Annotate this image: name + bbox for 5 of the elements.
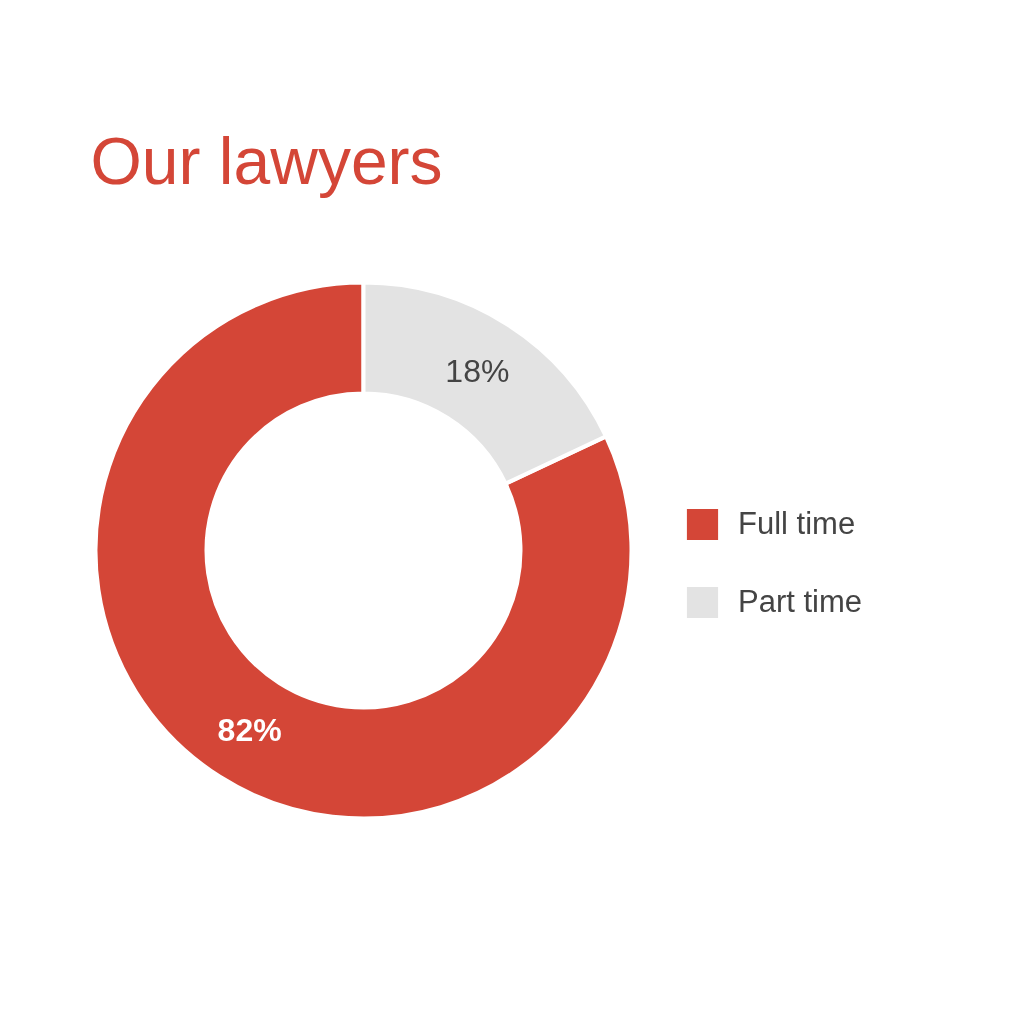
chart-title: Our lawyers [90, 123, 443, 198]
data-label: 18% [445, 353, 510, 390]
data-label: 82% [217, 711, 282, 748]
legend-label: Full time [738, 506, 856, 542]
legend-label: Part time [738, 584, 863, 620]
